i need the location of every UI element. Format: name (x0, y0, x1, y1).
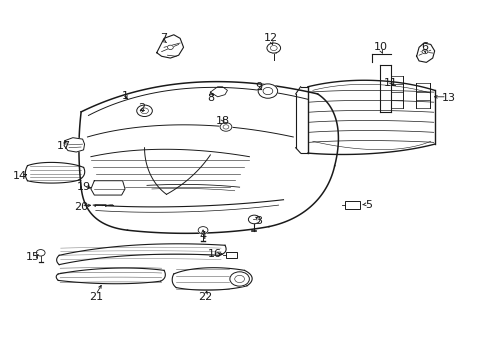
Text: 20: 20 (74, 202, 88, 212)
Circle shape (229, 272, 249, 286)
Text: 16: 16 (208, 248, 222, 258)
Text: 2: 2 (138, 103, 145, 113)
Text: 18: 18 (215, 116, 229, 126)
Text: 12: 12 (264, 33, 278, 43)
Text: 22: 22 (198, 292, 212, 302)
Text: 19: 19 (76, 182, 90, 192)
Circle shape (220, 123, 231, 131)
Bar (225, 252, 236, 258)
Circle shape (258, 84, 277, 98)
Text: 3: 3 (255, 216, 262, 226)
Text: 5: 5 (365, 200, 371, 210)
Text: 1: 1 (122, 91, 128, 101)
Text: 6: 6 (421, 42, 427, 52)
Text: 11: 11 (383, 78, 397, 88)
Circle shape (198, 226, 207, 234)
Text: 17: 17 (57, 141, 71, 151)
Text: 4: 4 (199, 231, 206, 240)
Text: 13: 13 (441, 93, 455, 103)
Circle shape (167, 45, 173, 49)
Polygon shape (91, 181, 125, 195)
Polygon shape (64, 138, 84, 152)
Circle shape (248, 215, 260, 224)
Text: 9: 9 (255, 82, 262, 92)
Text: 14: 14 (13, 171, 27, 181)
Circle shape (36, 249, 45, 256)
Circle shape (421, 49, 427, 54)
Text: 7: 7 (160, 33, 167, 43)
Text: 8: 8 (206, 93, 213, 103)
Text: 21: 21 (88, 292, 102, 302)
Circle shape (266, 43, 280, 53)
Text: 15: 15 (25, 252, 40, 262)
Text: 10: 10 (373, 42, 387, 52)
Circle shape (137, 105, 152, 117)
